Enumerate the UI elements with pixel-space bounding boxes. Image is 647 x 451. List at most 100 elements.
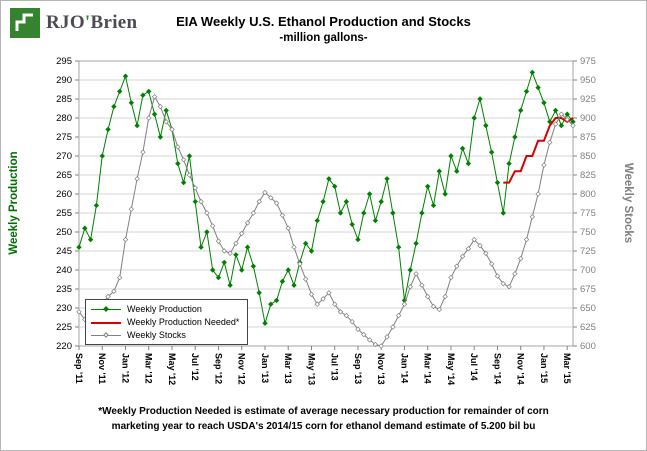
marker-weekly-stocks (198, 198, 204, 205)
marker-weekly-stocks (134, 176, 140, 182)
legend-label-stocks: Weekly Stocks (127, 330, 186, 340)
marker-weekly-stocks (430, 303, 437, 310)
left-tick-label: 285 (56, 94, 72, 105)
marker-weekly-production (395, 244, 402, 250)
left-tick-label: 265 (56, 170, 72, 181)
marker-weekly-stocks (384, 334, 390, 340)
marker-weekly-production (273, 297, 280, 304)
marker-weekly-production (175, 160, 181, 167)
marker-weekly-production (180, 179, 187, 186)
marker-weekly-production (285, 267, 291, 273)
marker-weekly-stocks (355, 326, 361, 332)
marker-weekly-production (477, 96, 483, 102)
marker-weekly-production (314, 217, 320, 224)
marker-weekly-production (366, 191, 373, 197)
marker-weekly-production (372, 217, 379, 224)
marker-weekly-production (116, 88, 123, 95)
marker-weekly-stocks (558, 111, 565, 117)
left-tick-label: 255 (56, 208, 72, 219)
marker-weekly-production (343, 198, 350, 205)
marker-weekly-stocks (116, 274, 123, 281)
x-tick-label: Jul '13 (330, 353, 340, 381)
marker-weekly-production (227, 282, 233, 288)
marker-weekly-stocks (157, 103, 164, 110)
x-tick-label: Jul '14 (469, 353, 479, 381)
marker-weekly-production (523, 88, 530, 95)
x-tick-label: Mar '12 (144, 353, 154, 384)
marker-weekly-production (308, 248, 315, 254)
marker-weekly-production (500, 210, 506, 216)
series-line-weekly-production (78, 70, 574, 324)
rjobrien-logo: RJO'Brien (10, 8, 137, 38)
marker-weekly-production (122, 73, 129, 79)
marker-weekly-production (302, 240, 309, 247)
x-tick-label: Nov '14 (516, 353, 526, 385)
x-tick-label: May '13 (306, 353, 316, 385)
marker-weekly-stocks (76, 309, 82, 315)
marker-weekly-stocks (140, 149, 146, 155)
left-tick-label: 275 (56, 132, 72, 143)
brand-prefix: RJO (46, 12, 85, 33)
marker-weekly-production (105, 126, 111, 133)
left-tick-label: 235 (56, 284, 72, 295)
right-tick-label: 975 (580, 56, 596, 67)
right-tick-label: 925 (580, 94, 596, 105)
marker-weekly-stocks (436, 306, 443, 313)
marker-weekly-stocks (442, 293, 448, 300)
marker-weekly-production (512, 134, 518, 140)
marker-weekly-production (262, 320, 268, 326)
marker-weekly-stocks (494, 273, 501, 279)
marker-weekly-production (99, 153, 105, 159)
right-tick-label: 800 (580, 189, 596, 200)
left-tick-label: 280 (56, 113, 72, 124)
x-tick-label: Nov '11 (97, 353, 107, 384)
marker-weekly-production (558, 122, 565, 129)
brand-apostrophe: ' (84, 12, 91, 33)
marker-weekly-production (93, 202, 100, 209)
marker-weekly-production (76, 244, 82, 250)
x-tick-label: May '14 (446, 353, 456, 385)
marker-weekly-stocks (151, 94, 158, 100)
marker-weekly-stocks (314, 301, 320, 307)
right-tick-label: 650 (580, 303, 596, 314)
brand-suffix: Brien (90, 12, 138, 33)
marker-weekly-production (355, 236, 361, 243)
x-tick-label: Nov '13 (376, 353, 386, 385)
marker-weekly-stocks (111, 288, 117, 294)
marker-weekly-production (320, 198, 326, 205)
legend-label-production-needed: Weekly Production Needed* (127, 317, 240, 327)
marker-weekly-stocks (361, 331, 367, 338)
brand-wordmark: RJO'Brien (46, 12, 137, 34)
legend-swatch-production (91, 305, 121, 314)
marker-weekly-production (198, 244, 204, 250)
right-tick-label: 875 (580, 132, 596, 143)
marker-weekly-production (192, 198, 198, 205)
marker-weekly-stocks (105, 293, 111, 300)
marker-weekly-production (349, 221, 355, 228)
marker-weekly-production (552, 107, 559, 114)
marker-weekly-production (239, 267, 245, 273)
marker-weekly-stocks (320, 296, 326, 302)
marker-weekly-stocks (512, 271, 518, 277)
marker-weekly-production (564, 111, 570, 117)
series-line-weekly-production-needed (503, 117, 574, 184)
x-tick-label: Mar '15 (562, 353, 572, 384)
marker-weekly-stocks (227, 250, 233, 256)
right-tick-label: 850 (580, 151, 596, 162)
marker-weekly-stocks (326, 290, 332, 296)
marker-weekly-stocks (163, 119, 169, 125)
legend-swatch-production-needed (91, 318, 121, 327)
left-tick-label: 240 (56, 265, 72, 276)
marker-weekly-production (494, 179, 501, 186)
marker-weekly-stocks (209, 223, 216, 229)
marker-weekly-stocks (413, 271, 419, 277)
chart-subtitle: -million gallons- (279, 32, 368, 44)
marker-weekly-production (204, 229, 210, 235)
legend: Weekly Production Weekly Production Need… (85, 299, 249, 345)
marker-weekly-production (448, 153, 454, 159)
marker-weekly-stocks (500, 280, 506, 287)
marker-weekly-stocks (465, 246, 472, 252)
right-axis-title: Weekly Stocks (622, 163, 634, 243)
marker-weekly-stocks (419, 282, 425, 288)
marker-weekly-stocks (302, 276, 309, 282)
